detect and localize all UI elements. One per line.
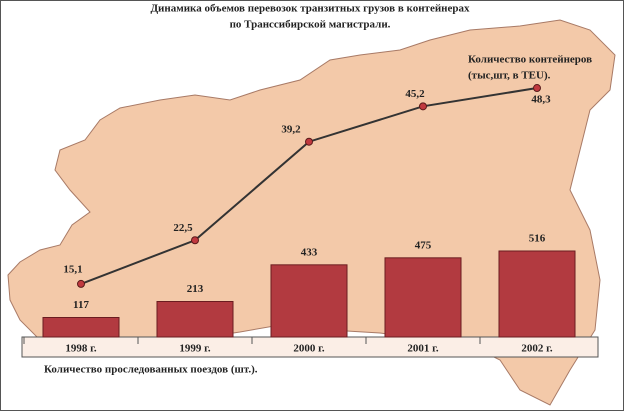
- data-label: 117: [73, 299, 89, 311]
- x-tick-label: 2001 г.: [407, 343, 439, 355]
- bar: [384, 257, 462, 338]
- bar: [270, 264, 348, 338]
- data-label: 15,1: [63, 263, 82, 275]
- data-label: 39,2: [281, 123, 301, 135]
- data-label: 475: [415, 239, 432, 251]
- line-point: [305, 137, 313, 146]
- line-point: [419, 102, 427, 111]
- x-tick-label: 1998 г.: [65, 343, 97, 355]
- chart-title: по Транссибирской магистрали.: [230, 19, 391, 31]
- legend-label: Количество проследованных поездов (шт.).: [44, 364, 258, 376]
- line-point: [191, 236, 199, 245]
- x-tick-label: 2000 г.: [293, 343, 325, 355]
- data-label: 213: [187, 283, 204, 295]
- x-tick-label: 2002 г.: [521, 343, 553, 355]
- chart-title: Динамика объемов перевозок транзитных гр…: [150, 3, 470, 15]
- line-point: [533, 84, 541, 93]
- data-label: 433: [301, 246, 318, 258]
- legend-label: Количество контейнеров: [468, 54, 592, 66]
- data-label: 22,5: [173, 222, 193, 234]
- x-tick-label: 1999 г.: [179, 343, 211, 355]
- data-label: 516: [529, 233, 546, 245]
- bar: [498, 250, 576, 338]
- data-label: 48,3: [531, 94, 551, 106]
- line-point: [77, 279, 85, 288]
- bar: [42, 317, 120, 338]
- legend-label: (тыс,шт, в TEU).: [468, 70, 551, 82]
- bar: [156, 301, 234, 338]
- data-label: 45,2: [405, 88, 425, 100]
